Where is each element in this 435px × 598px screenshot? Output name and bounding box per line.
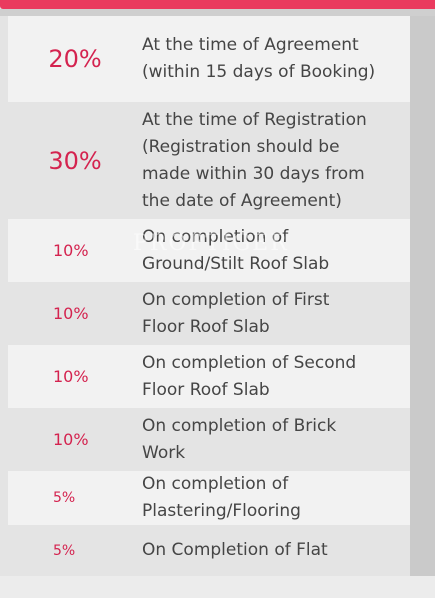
- description-line: On completion of Second: [142, 352, 357, 373]
- top-shade: [0, 9, 435, 16]
- percent-cell: 5%: [53, 542, 76, 559]
- description-cell: On completion of Ground/Stilt Roof Slab: [142, 219, 404, 282]
- description-cell: At the time of Agreement (within 15 days…: [142, 16, 404, 102]
- table-row: 30% At the time of Registration (Registr…: [8, 102, 410, 219]
- description-line: Floor Roof Slab: [142, 316, 270, 337]
- description-line: At the time of Registration: [142, 109, 367, 130]
- percent-cell: 5%: [53, 490, 76, 506]
- percent-cell: 30%: [48, 146, 102, 175]
- description-line: (within 15 days of Booking): [142, 62, 376, 82]
- table-row: 5% On completion of Plastering/Flooring: [8, 471, 410, 525]
- description-line: At the time of Agreement: [142, 35, 359, 55]
- table-row: 20% At the time of Agreement (within 15 …: [8, 16, 410, 102]
- description-line: Plastering/Flooring: [142, 501, 301, 521]
- side-strip: [410, 16, 435, 576]
- description-cell: At the time of Registration (Registratio…: [142, 102, 404, 219]
- description-line: Ground/Stilt Roof Slab: [142, 253, 330, 274]
- payment-plan-table: 20% At the time of Agreement (within 15 …: [8, 16, 410, 576]
- description-cell: On completion of Plastering/Flooring: [142, 471, 404, 525]
- description-line: On Completion of Flat: [142, 540, 328, 560]
- percent-cell: 10%: [53, 241, 89, 260]
- percent-cell: 10%: [53, 430, 89, 449]
- description-cell: On completion of Brick Work: [142, 408, 404, 471]
- bottom-shade: [0, 576, 435, 598]
- table-row: 10% On completion of Second Floor Roof S…: [8, 345, 410, 408]
- description-line: On completion of: [142, 226, 289, 247]
- percent-cell: 20%: [48, 45, 102, 73]
- description-line: On completion of Brick: [142, 415, 337, 436]
- table-row: 10% On completion of Ground/Stilt Roof S…: [8, 219, 410, 282]
- description-line: Floor Roof Slab: [142, 379, 270, 400]
- table-row: 10% On completion of First Floor Roof Sl…: [8, 282, 410, 345]
- description-line: the date of Agreement): [142, 190, 342, 211]
- description-cell: On completion of Second Floor Roof Slab: [142, 345, 404, 408]
- table-row: 10% On completion of Brick Work: [8, 408, 410, 471]
- description-line: On completion of First: [142, 289, 330, 310]
- description-line: (Registration should be: [142, 136, 340, 157]
- table-row: 5% On Completion of Flat: [8, 525, 410, 576]
- description-line: made within 30 days from: [142, 163, 365, 184]
- percent-cell: 10%: [53, 304, 89, 323]
- accent-top-bar: [0, 0, 435, 9]
- description-cell: On Completion of Flat: [142, 525, 404, 576]
- description-cell: On completion of First Floor Roof Slab: [142, 282, 404, 345]
- description-line: On completion of: [142, 474, 289, 494]
- percent-cell: 10%: [53, 367, 89, 386]
- watermark-logo: PROPTIGER: [133, 231, 289, 256]
- description-line: Work: [142, 442, 186, 463]
